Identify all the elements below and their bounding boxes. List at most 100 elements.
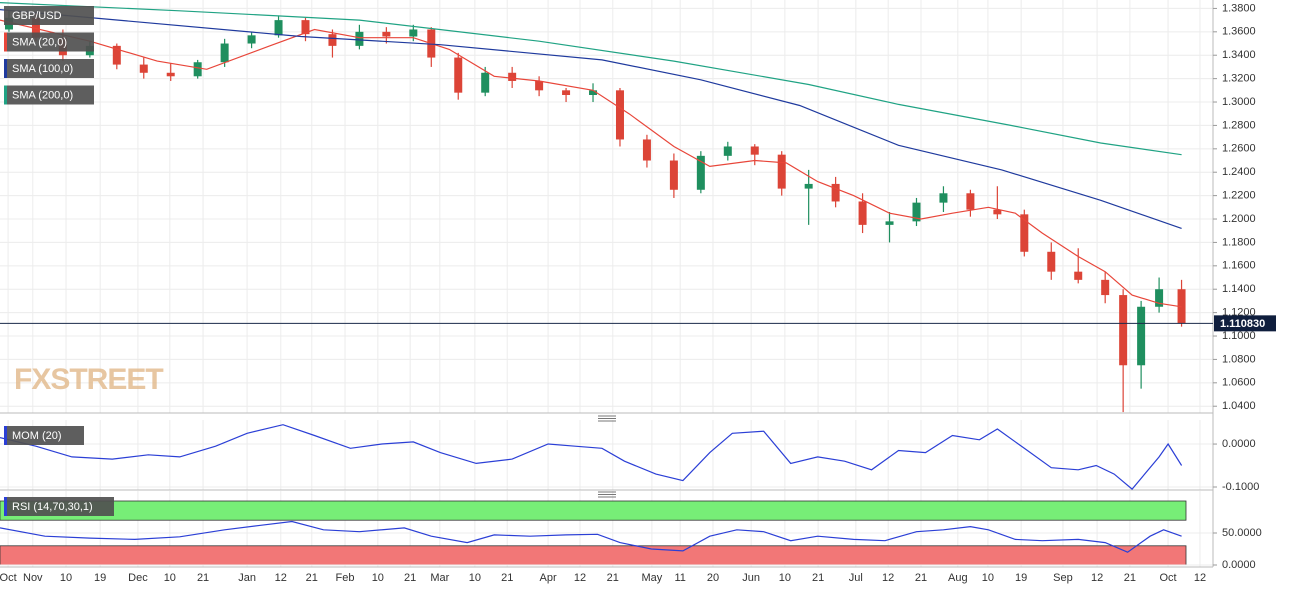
x-tick-label: 21	[306, 572, 318, 584]
candle-body	[328, 34, 337, 46]
x-tick-label: 12	[1194, 572, 1206, 584]
candle-body	[535, 80, 544, 91]
oversold-zone	[0, 545, 1187, 566]
legend-box	[4, 497, 114, 516]
x-tick-label: 21	[1124, 572, 1136, 584]
legend-label: SMA (200,0)	[12, 89, 73, 101]
candle-body	[1119, 295, 1128, 366]
x-tick-label: Jan	[238, 572, 256, 584]
candle-body	[858, 201, 867, 225]
x-tick-label: Mar	[430, 572, 449, 584]
y-tick-label: 50.0000	[1222, 527, 1262, 539]
x-tick-label: 21	[607, 572, 619, 584]
candle-body	[669, 160, 678, 190]
candle-body	[912, 202, 921, 222]
y-tick-label: 1.2000	[1222, 213, 1256, 225]
series-line	[0, 520, 1182, 553]
x-tick-label: 12	[882, 572, 894, 584]
candle-body	[1155, 289, 1164, 307]
x-tick-label: 19	[1015, 572, 1027, 584]
legend-label: SMA (100,0)	[12, 63, 73, 75]
candle-body	[993, 209, 1002, 215]
x-tick-label: Dec	[128, 572, 148, 584]
x-tick-label: 10	[60, 572, 72, 584]
candle-body	[723, 146, 732, 156]
candle-body	[966, 193, 975, 210]
x-tick-label: 21	[915, 572, 927, 584]
candle-body	[885, 221, 894, 225]
x-tick-label: 19	[94, 572, 106, 584]
x-tick-label: Oct	[1160, 572, 1177, 584]
y-tick-label: 1.1400	[1222, 283, 1256, 295]
legend-swatch	[4, 32, 7, 52]
watermark: FXSTREET	[14, 363, 163, 396]
y-tick-label: 1.1600	[1222, 260, 1256, 272]
legend-swatch	[4, 497, 7, 516]
candle-body	[409, 29, 418, 37]
legend-box	[4, 426, 84, 445]
legend-box	[4, 6, 94, 25]
x-tick-label: 21	[501, 572, 513, 584]
legend-label: MOM (20)	[12, 430, 62, 442]
y-tick-label: 1.0800	[1222, 353, 1256, 365]
candle-body	[1137, 306, 1146, 366]
legend-swatch	[4, 85, 7, 105]
x-tick-label: 12	[574, 572, 586, 584]
x-tick-label: 20	[707, 572, 719, 584]
candle-body	[508, 72, 517, 81]
legend-box	[4, 32, 94, 52]
candle-body	[355, 31, 364, 46]
candle-body	[112, 45, 121, 65]
series-line	[0, 2, 1182, 156]
series-line	[0, 424, 1183, 490]
y-tick-label: 1.0400	[1222, 400, 1256, 412]
candle-body	[301, 20, 310, 35]
y-tick-label: 1.0600	[1222, 377, 1256, 389]
x-tick-label: Oct	[0, 572, 17, 584]
y-tick-label: 1.3200	[1222, 73, 1256, 85]
x-tick-label: 10	[982, 572, 994, 584]
candle-body	[274, 20, 283, 36]
x-tick-label: 21	[812, 572, 824, 584]
candle-body	[615, 90, 624, 140]
x-tick-label: 12	[1091, 572, 1103, 584]
y-tick-label: 1.2600	[1222, 143, 1256, 155]
last-price-label: 1.110830	[1220, 318, 1265, 330]
candle-body	[139, 64, 148, 73]
candle-body	[1020, 214, 1029, 252]
series-line	[0, 9, 1182, 229]
candle-body	[1047, 251, 1056, 272]
candle-body	[777, 154, 786, 189]
y-tick-label: 0.0000	[1222, 438, 1256, 450]
legend-label: RSI (14,70,30,1)	[12, 501, 93, 513]
y-tick-label: 1.2400	[1222, 166, 1256, 178]
x-tick-label: 12	[275, 572, 287, 584]
x-tick-label: 21	[404, 572, 416, 584]
candle-body	[589, 90, 598, 96]
candle-body	[1101, 279, 1110, 296]
y-tick-label: 1.3600	[1222, 26, 1256, 38]
candle-body	[481, 72, 490, 93]
y-tick-label: 1.2800	[1222, 119, 1256, 131]
x-tick-label: 11	[674, 572, 685, 584]
x-tick-label: Feb	[336, 572, 355, 584]
candle-body	[642, 139, 651, 161]
legend-swatch	[4, 426, 7, 445]
x-tick-label: 21	[197, 572, 209, 584]
x-tick-label: Jul	[849, 572, 863, 584]
candle-body	[382, 31, 391, 37]
candle-body	[247, 35, 256, 44]
x-tick-label: Sep	[1053, 572, 1073, 584]
y-tick-label: 0.0000	[1222, 559, 1256, 571]
candle-body	[1177, 289, 1186, 324]
y-tick-label: 1.3800	[1222, 2, 1256, 14]
legend-label: GBP/USD	[12, 10, 62, 22]
x-tick-label: 10	[164, 572, 176, 584]
x-tick-label: May	[641, 572, 662, 584]
x-tick-label: Nov	[23, 572, 43, 584]
candle-body	[1074, 271, 1083, 280]
y-tick-label: 1.1800	[1222, 236, 1256, 248]
y-tick-label: -0.1000	[1222, 481, 1259, 493]
